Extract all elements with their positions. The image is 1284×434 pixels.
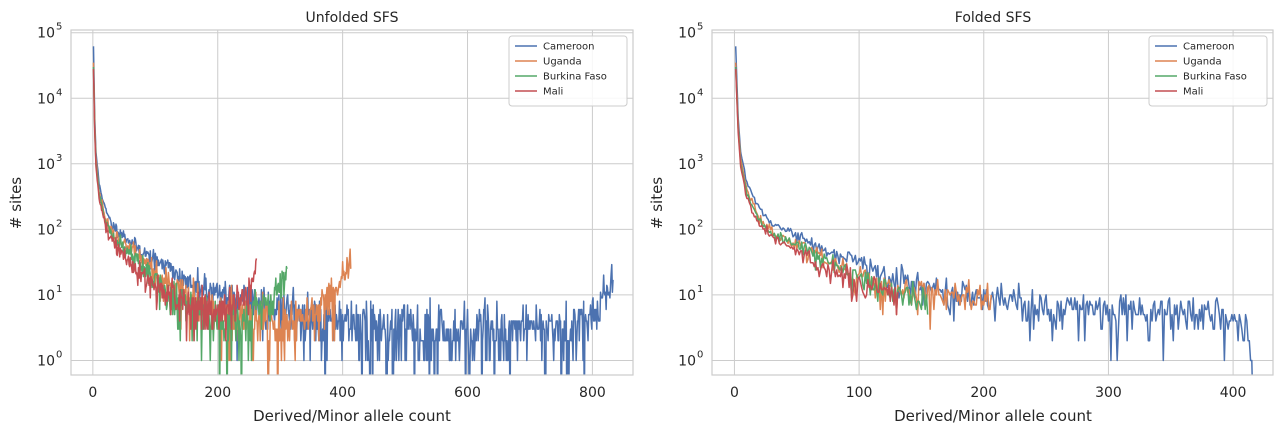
- y-tick-label: 10 0: [678, 349, 703, 369]
- series-line-cameroon: [92, 46, 614, 375]
- y-tick-base: 10: [37, 91, 55, 107]
- y-tick-label: 10 4: [678, 87, 703, 107]
- legend-label: Burkina Faso: [1183, 72, 1247, 83]
- y-tick-label: 10 1: [37, 284, 62, 304]
- x-tick-label: 400: [1220, 385, 1247, 401]
- series-lines: [92, 46, 614, 375]
- y-tick-exponent: 0: [56, 349, 62, 360]
- legend-item: Cameroon: [1155, 42, 1234, 53]
- y-tick-label: 10 0: [37, 349, 62, 369]
- y-tick-exponent: 5: [56, 22, 62, 33]
- legend-label: Uganda: [543, 57, 582, 68]
- y-tick-label: 10 1: [678, 284, 703, 304]
- y-tick-exponent: 4: [697, 87, 703, 98]
- y-tick-base: 10: [37, 26, 55, 42]
- y-tick-exponent: 3: [697, 153, 703, 164]
- legend-label: Uganda: [1183, 57, 1222, 68]
- y-axis-label: # sites: [7, 177, 25, 229]
- y-tick-label: 10 3: [678, 153, 703, 173]
- axes-frame: [70, 29, 634, 376]
- x-axis-label: Derived/Minor allele count: [253, 407, 451, 425]
- x-tick-label: 400: [329, 385, 356, 401]
- panel-unfolded-sfs: Unfolded SFS Derived/Minor allele count …: [7, 10, 634, 425]
- series-line-uganda: [92, 62, 352, 375]
- y-tick-exponent: 2: [56, 218, 62, 229]
- series-line-burkina-faso: [92, 66, 288, 375]
- legend-label: Cameroon: [543, 42, 594, 53]
- y-tick-base: 10: [678, 91, 696, 107]
- legend: Cameroon Uganda Burkina Faso Mali: [1148, 35, 1268, 107]
- legend-label: Cameroon: [1183, 42, 1234, 53]
- legend-item: Mali: [1155, 87, 1203, 98]
- legend-item: Burkina Faso: [515, 72, 607, 83]
- series-line-mali: [92, 68, 258, 342]
- y-tick-base: 10: [37, 353, 55, 369]
- x-tick-label: 200: [970, 385, 997, 401]
- y-tick-base: 10: [678, 288, 696, 304]
- series-lines: [734, 46, 1253, 375]
- y-tick-exponent: 4: [56, 87, 62, 98]
- chart-title: Folded SFS: [955, 10, 1032, 26]
- x-tick-label: 100: [846, 385, 873, 401]
- y-tick-base: 10: [37, 222, 55, 238]
- legend-box: [1148, 35, 1268, 107]
- y-tick-base: 10: [678, 157, 696, 173]
- y-tick-label: 10 2: [37, 218, 62, 238]
- y-axis-label: # sites: [648, 177, 666, 229]
- axes-frame: [711, 29, 1274, 376]
- x-tick-labels: 0 200 400 600 800: [88, 385, 605, 401]
- legend-item: Mali: [515, 87, 563, 98]
- y-tick-base: 10: [678, 353, 696, 369]
- x-tick-labels: 0 100 200 300 400: [730, 385, 1246, 401]
- y-tick-base: 10: [678, 26, 696, 42]
- series-line-cameroon: [734, 46, 1253, 375]
- legend-item: Uganda: [515, 57, 582, 68]
- x-tick-label: 200: [204, 385, 231, 401]
- legend-item: Cameroon: [515, 42, 594, 53]
- y-tick-label: 10 2: [678, 218, 703, 238]
- legend-item: Uganda: [1155, 57, 1222, 68]
- x-tick-label: 0: [730, 385, 739, 401]
- legend-label: Burkina Faso: [543, 72, 607, 83]
- legend-box: [508, 35, 628, 107]
- x-tick-label: 0: [88, 385, 97, 401]
- y-tick-base: 10: [37, 288, 55, 304]
- y-tick-label: 10 4: [37, 87, 62, 107]
- y-tick-label: 10 3: [37, 153, 62, 173]
- y-tick-exponent: 3: [56, 153, 62, 164]
- y-tick-base: 10: [37, 157, 55, 173]
- legend-label: Mali: [543, 87, 563, 98]
- x-tick-label: 600: [454, 385, 481, 401]
- y-tick-exponent: 0: [697, 349, 703, 360]
- x-axis-label: Derived/Minor allele count: [894, 407, 1092, 425]
- y-tick-exponent: 5: [697, 22, 703, 33]
- y-tick-label: 10 5: [678, 22, 703, 42]
- y-tick-exponent: 1: [697, 284, 703, 295]
- y-tick-exponent: 2: [697, 218, 703, 229]
- legend: Cameroon Uganda Burkina Faso Mali: [508, 35, 628, 107]
- chart-title: Unfolded SFS: [306, 10, 399, 26]
- x-tick-label: 800: [579, 385, 606, 401]
- series-line-mali: [734, 68, 899, 316]
- y-tick-exponent: 1: [56, 284, 62, 295]
- y-tick-base: 10: [678, 222, 696, 238]
- x-tick-label: 300: [1095, 385, 1122, 401]
- legend-item: Burkina Faso: [1155, 72, 1247, 83]
- y-tick-label: 10 5: [37, 22, 62, 42]
- legend-label: Mali: [1183, 87, 1203, 98]
- panel-folded-sfs: Folded SFS Derived/Minor allele count # …: [648, 10, 1274, 425]
